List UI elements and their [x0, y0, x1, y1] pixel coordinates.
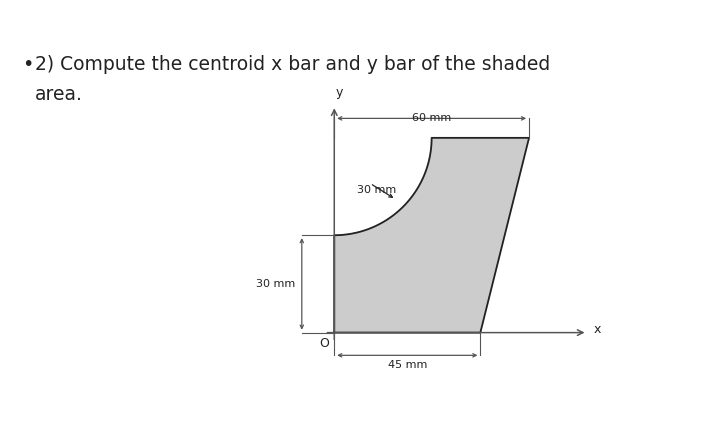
Text: •: • [22, 55, 33, 74]
Text: y: y [336, 86, 343, 99]
Polygon shape [334, 138, 529, 333]
Text: O: O [320, 338, 330, 350]
Text: 2) Compute the centroid x bar and y bar of the shaded: 2) Compute the centroid x bar and y bar … [35, 55, 550, 74]
Text: area.: area. [35, 85, 83, 104]
Text: x: x [594, 323, 601, 336]
Text: 45 mm: 45 mm [387, 360, 427, 370]
Text: 30 mm: 30 mm [357, 185, 396, 195]
Text: 60 mm: 60 mm [412, 113, 451, 123]
Text: 30 mm: 30 mm [256, 279, 295, 289]
